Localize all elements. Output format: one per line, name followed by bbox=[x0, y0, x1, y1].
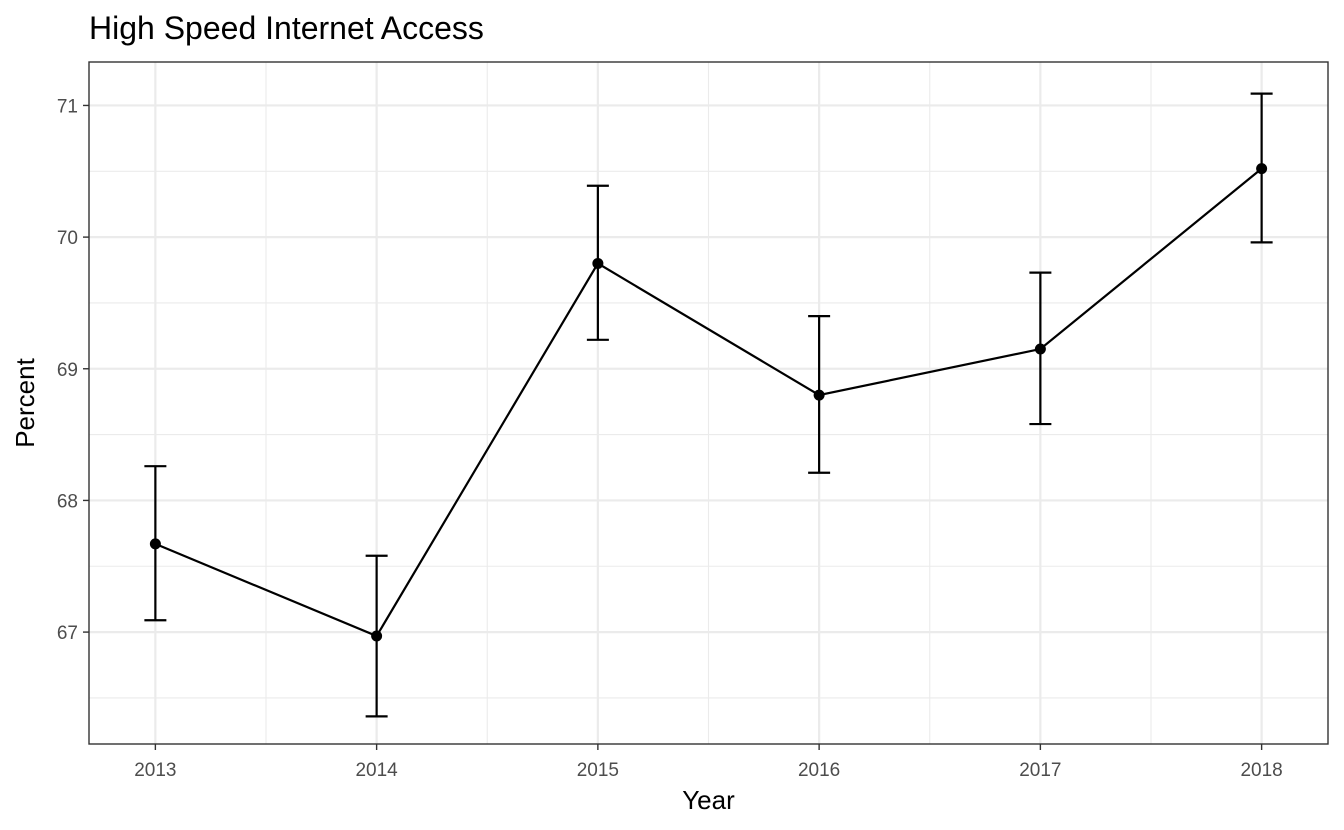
y-tick-label: 68 bbox=[57, 491, 78, 512]
y-axis: 67 68 69 70 71 bbox=[57, 96, 89, 644]
data-points bbox=[149, 163, 1268, 642]
x-tick-label: 2013 bbox=[134, 760, 176, 781]
x-tick-label: 2016 bbox=[798, 760, 840, 781]
grid bbox=[89, 62, 1328, 744]
y-axis-title: Percent bbox=[10, 357, 40, 447]
plot-panel-border bbox=[88, 61, 1329, 745]
y-tick-label: 70 bbox=[57, 228, 78, 249]
x-tick-label: 2017 bbox=[1019, 760, 1061, 781]
data-point bbox=[1034, 343, 1046, 355]
data-point bbox=[1256, 163, 1268, 175]
series-lines bbox=[154, 167, 1263, 638]
x-tick-label: 2014 bbox=[355, 760, 398, 781]
chart-title: High Speed Internet Access bbox=[89, 10, 484, 46]
y-tick-label: 69 bbox=[57, 360, 78, 381]
x-axis: 2013 2014 2015 2016 2017 2018 bbox=[134, 744, 1283, 781]
series-line bbox=[154, 167, 1263, 638]
data-point bbox=[592, 257, 604, 269]
x-axis-title: Year bbox=[682, 785, 735, 815]
data-point bbox=[149, 538, 161, 550]
x-tick-label: 2018 bbox=[1240, 760, 1282, 781]
x-tick-label: 2015 bbox=[577, 760, 619, 781]
y-tick-label: 67 bbox=[57, 623, 78, 644]
y-tick-label: 71 bbox=[57, 96, 78, 117]
data-point bbox=[371, 630, 383, 642]
data-point bbox=[813, 389, 825, 401]
